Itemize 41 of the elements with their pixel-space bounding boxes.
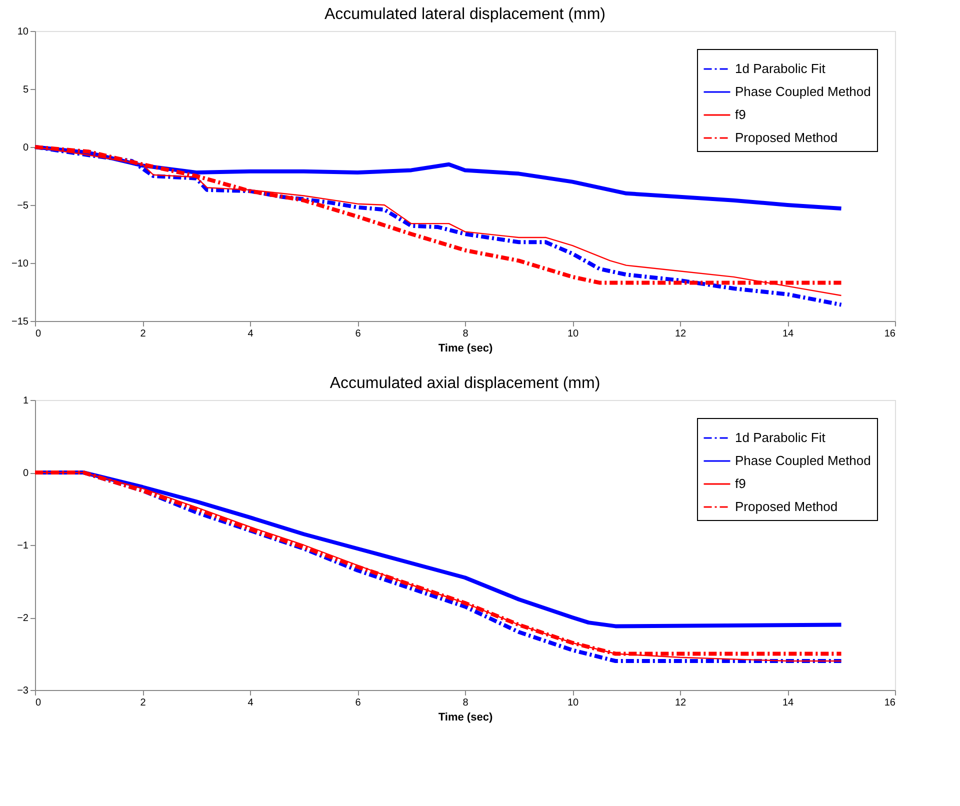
x-tick-label: 6 — [355, 328, 362, 340]
chart-title: Accumulated axial displacement (mm) — [330, 375, 600, 392]
legend-label: Phase Coupled Method — [735, 84, 871, 99]
legend-label: Proposed Method — [735, 130, 838, 145]
y-tick-label: 10 — [17, 26, 29, 38]
x-tick-label: 12 — [674, 698, 686, 708]
x-tick-label: 2 — [140, 698, 146, 708]
legend-label: f9 — [735, 107, 746, 122]
x-axis-title: Time (sec) — [438, 342, 493, 354]
x-tick-label: 10 — [567, 698, 579, 708]
x-tick-label: 8 — [462, 698, 469, 708]
y-tick-label: −2 — [17, 613, 29, 624]
x-axis-title: Time (sec) — [438, 712, 493, 724]
legend-label: f9 — [735, 476, 746, 491]
y-tick-label: −5 — [17, 200, 29, 212]
legend-label: Proposed Method — [735, 499, 838, 514]
y-tick-label: −1 — [17, 540, 29, 552]
legend-label: 1d Parabolic Fit — [735, 61, 826, 76]
x-tick-label: 2 — [140, 328, 146, 340]
x-tick-label: 6 — [355, 698, 362, 708]
x-tick-label: 16 — [884, 698, 896, 708]
y-tick-label: 0 — [22, 142, 29, 154]
y-tick-label: −3 — [17, 686, 29, 696]
x-tick-label: 14 — [782, 328, 794, 340]
y-tick-label: 5 — [22, 84, 29, 96]
chart-title: Accumulated lateral displacement (mm) — [324, 6, 606, 23]
legend-label: 1d Parabolic Fit — [735, 430, 826, 445]
y-tick-label: 1 — [22, 396, 29, 406]
x-tick-label: 0 — [36, 698, 42, 708]
x-tick-label: 16 — [884, 328, 896, 340]
y-tick-label: −15 — [12, 316, 29, 328]
legend-label: Phase Coupled Method — [735, 453, 871, 468]
x-tick-label: 10 — [567, 328, 579, 340]
x-tick-label: 8 — [462, 328, 469, 340]
y-tick-label: −10 — [12, 258, 29, 270]
x-tick-label: 4 — [248, 328, 254, 340]
x-tick-label: 14 — [782, 698, 794, 708]
x-tick-label: 0 — [36, 328, 42, 340]
y-tick-label: 0 — [22, 468, 29, 479]
x-tick-label: 12 — [674, 328, 686, 340]
x-tick-label: 4 — [248, 698, 254, 708]
